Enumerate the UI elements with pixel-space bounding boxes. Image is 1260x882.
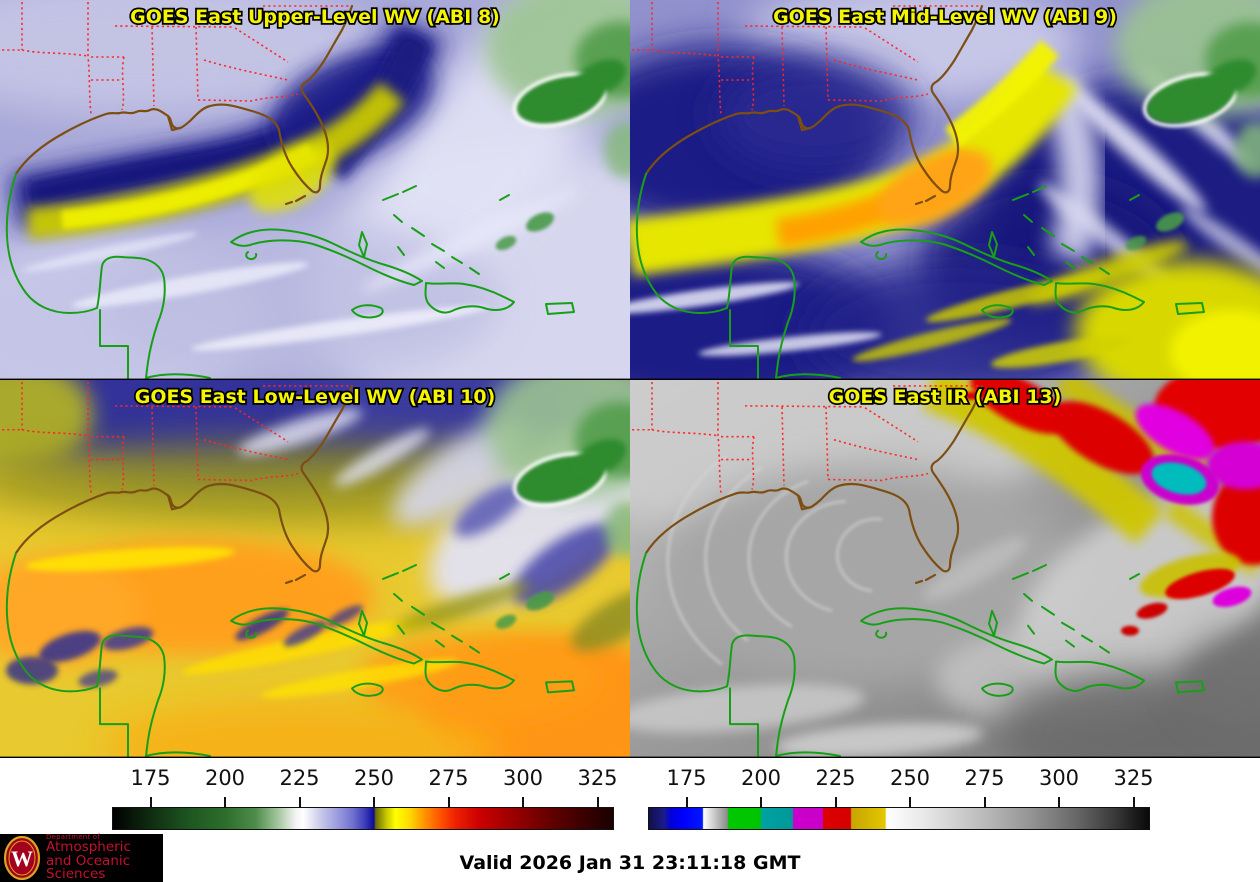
logo-name-line2: and Oceanic Sciences	[46, 852, 131, 882]
logo-name-line1: Atmospheric	[46, 838, 131, 855]
university-logo: W Department of Atmospheric and Oceanic …	[0, 832, 163, 882]
panel-abi9: GOES East Mid-Level WV (ABI 9)	[630, 0, 1260, 380]
ir-tick-label: 225	[815, 766, 856, 790]
uw-crest-icon: W	[3, 836, 41, 880]
ir-tick-label: 175	[666, 766, 707, 790]
abi10-image: GOES East Low-Level WV (ABI 10)	[0, 380, 630, 758]
wv-colorbar-ticks: 175 200 225 250 275 300 325	[112, 758, 618, 807]
panel-abi13: GOES East IR (ABI 13)	[630, 380, 1260, 758]
ir-colorbar-gradient	[648, 807, 1150, 830]
abi10-imagery	[0, 380, 630, 758]
wv-tick-label: 325	[577, 766, 618, 790]
ir-tick-label: 250	[889, 766, 931, 790]
ir-colorbar-ticks: 175 200 225 250 275 300 325	[648, 758, 1154, 807]
uw-monogram: W	[11, 846, 33, 871]
abi9-title: GOES East Mid-Level WV (ABI 9)	[773, 6, 1117, 28]
abi13-imagery	[630, 380, 1260, 758]
ir-tick-label: 300	[1038, 766, 1080, 790]
wv-colorbar-gradient	[112, 807, 614, 830]
panel-grid: GOES East Upper-Level WV (ABI 8)	[0, 0, 1260, 758]
wv-tick-label: 300	[502, 766, 544, 790]
abi9-imagery	[630, 0, 1260, 380]
logo-text: Department of Atmospheric and Oceanic Sc…	[46, 832, 163, 882]
ir-tick-label: 275	[964, 766, 1005, 790]
abi9-image: GOES East Mid-Level WV (ABI 9)	[630, 0, 1260, 380]
panel-abi10: GOES East Low-Level WV (ABI 10)	[0, 380, 630, 758]
abi8-image: GOES East Upper-Level WV (ABI 8)	[0, 0, 630, 380]
footer: 175 200 225 250 275 300 325 175 200 225 …	[0, 758, 1260, 882]
wv-tick-label: 200	[204, 766, 246, 790]
wv-tick-label: 275	[428, 766, 469, 790]
valid-timestamp: Valid 2026 Jan 31 23:11:18 GMT	[459, 852, 801, 874]
wv-tick-label: 225	[279, 766, 320, 790]
panel-abi8: GOES East Upper-Level WV (ABI 8)	[0, 0, 630, 380]
abi8-imagery	[0, 0, 630, 380]
ir-tick-label: 325	[1113, 766, 1154, 790]
wv-tick-label: 250	[353, 766, 395, 790]
wv-tick-label: 175	[130, 766, 171, 790]
abi8-title: GOES East Upper-Level WV (ABI 8)	[130, 6, 500, 28]
abi13-image: GOES East IR (ABI 13)	[630, 380, 1260, 758]
logo-dept-line: Department of	[46, 832, 100, 841]
abi10-title: GOES East Low-Level WV (ABI 10)	[135, 386, 496, 408]
ir-tick-label: 200	[740, 766, 782, 790]
abi13-title: GOES East IR (ABI 13)	[829, 386, 1062, 408]
